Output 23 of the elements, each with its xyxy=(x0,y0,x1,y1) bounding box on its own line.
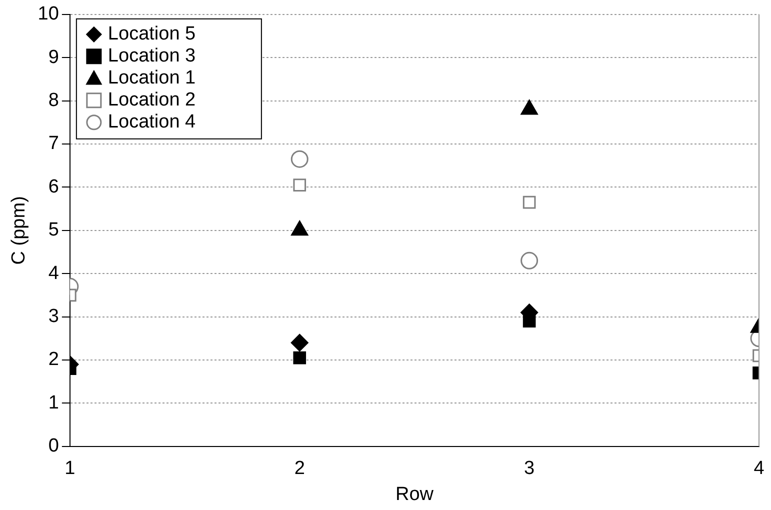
legend-label: Location 3 xyxy=(108,46,196,67)
y-tick-label: 2 xyxy=(48,349,59,370)
y-tick-label: 10 xyxy=(38,4,59,25)
y-tick-label: 7 xyxy=(48,133,59,154)
y-tick-label: 3 xyxy=(48,306,59,328)
x-tick-label: 3 xyxy=(524,458,535,480)
y-tick-label: 8 xyxy=(48,90,59,112)
y-axis-title: C (ppm) xyxy=(8,196,30,265)
y-tick-label: 0 xyxy=(48,436,59,457)
y-tick-label: 5 xyxy=(48,220,59,241)
y-tick-label: 1 xyxy=(48,392,59,414)
x-axis-title: Row xyxy=(395,484,434,505)
y-tick-label: 6 xyxy=(48,176,59,198)
y-tick-label: 4 xyxy=(48,262,60,284)
y-tick-label: 9 xyxy=(48,46,59,68)
legend-label: Location 2 xyxy=(108,90,196,111)
x-tick-label: 2 xyxy=(294,458,305,480)
x-tick-label: 1 xyxy=(64,458,76,480)
legend-label: Location 1 xyxy=(108,68,196,89)
legend-label: Location 5 xyxy=(108,24,196,45)
legend-label: Location 4 xyxy=(108,112,196,133)
x-tick-label: 4 xyxy=(754,458,765,480)
point xyxy=(290,334,308,352)
